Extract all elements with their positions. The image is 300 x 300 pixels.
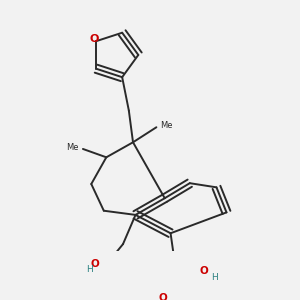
Text: O: O	[200, 266, 208, 276]
Text: Me: Me	[66, 143, 79, 152]
Text: H: H	[86, 265, 93, 274]
Text: O: O	[91, 259, 100, 269]
Text: Me: Me	[160, 121, 173, 130]
Text: O: O	[90, 34, 99, 44]
Text: H: H	[212, 273, 218, 282]
Text: O: O	[159, 292, 167, 300]
